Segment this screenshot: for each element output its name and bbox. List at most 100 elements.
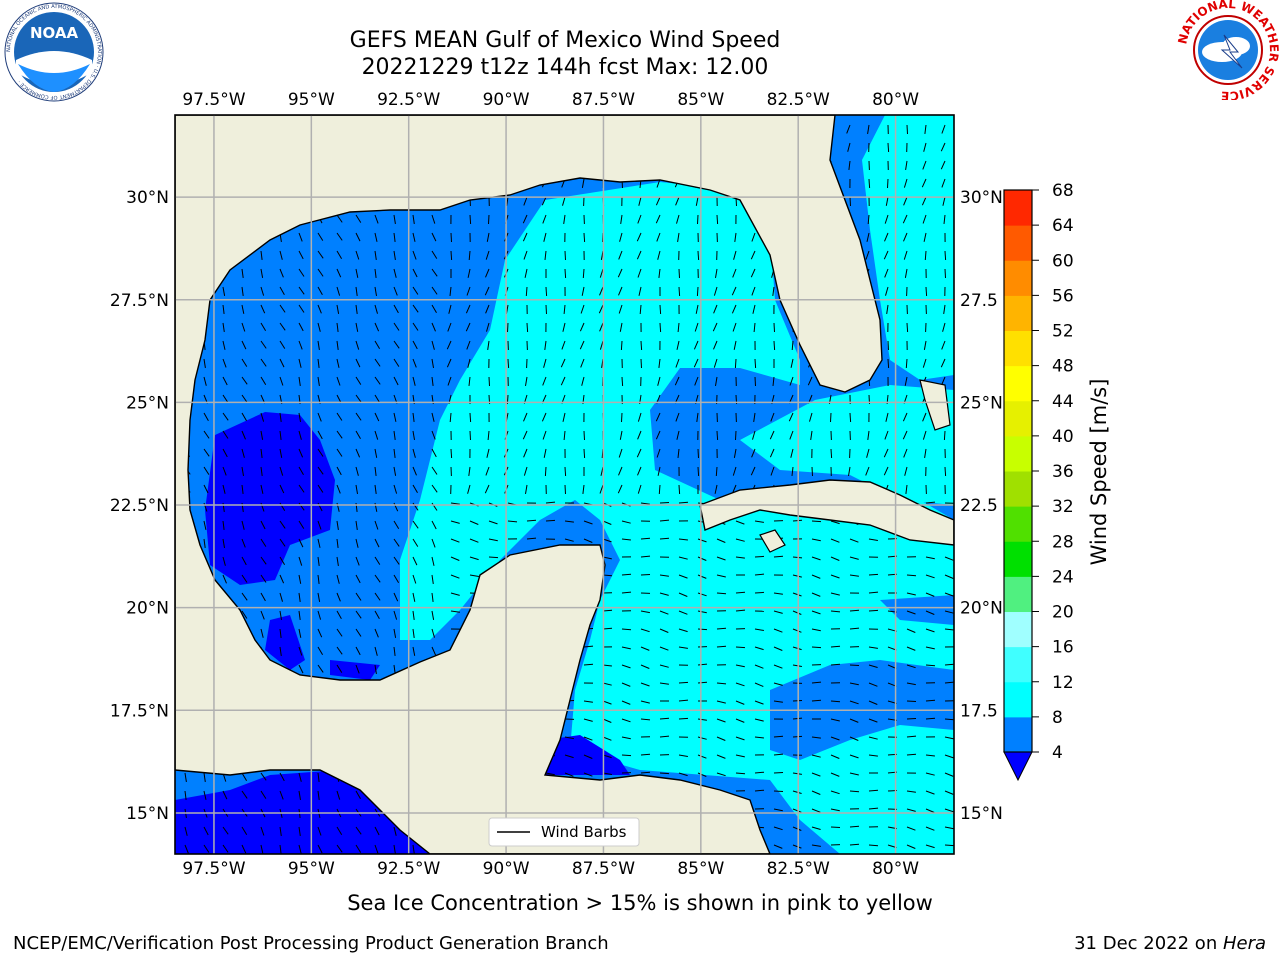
wind-barb	[640, 682, 650, 687]
legend: Wind Barbs	[488, 817, 640, 847]
wind-barb	[640, 340, 643, 351]
wind-barb	[279, 610, 282, 620]
wind-barb	[374, 844, 379, 854]
wind-barb	[222, 520, 225, 530]
wind-barb	[374, 214, 379, 224]
wind-barb	[564, 484, 566, 495]
wind-barb	[544, 340, 547, 350]
wind-barb	[336, 340, 339, 350]
wind-barb	[412, 448, 416, 458]
wind-barb	[431, 430, 436, 440]
wind-barb	[925, 286, 928, 297]
wind-barb	[735, 736, 745, 741]
wind-barb	[941, 178, 946, 188]
wind-barb	[260, 358, 267, 367]
wind-barb	[656, 448, 661, 458]
wind-barb	[790, 358, 794, 368]
wind-barb	[298, 412, 301, 422]
wind-barb	[317, 844, 323, 854]
wind-barb	[374, 556, 381, 565]
wind-barb	[279, 286, 285, 296]
wind-barb	[732, 466, 737, 476]
wind-barb	[241, 574, 248, 583]
wind-barb	[678, 501, 689, 504]
wind-barb	[657, 466, 661, 476]
wind-barb	[678, 717, 689, 720]
wind-barb	[906, 646, 916, 651]
wind-barb	[678, 484, 681, 495]
wind-barb	[543, 448, 547, 458]
wind-barb	[733, 250, 737, 260]
wind-barb	[469, 412, 472, 423]
wind-barb	[693, 340, 699, 350]
wind-barb	[830, 826, 841, 828]
wind-barb	[713, 286, 718, 296]
wind-barb	[336, 232, 343, 241]
colorbar-tick-label-52: 52	[1052, 322, 1074, 342]
wind-barb	[260, 790, 267, 799]
wind-barb	[431, 592, 434, 602]
wind-barb	[925, 826, 935, 831]
wind-barb	[621, 591, 632, 594]
wind-barb	[811, 538, 821, 542]
wind-barb	[374, 394, 381, 403]
wind-barb	[298, 574, 302, 584]
wind-barb	[564, 772, 574, 777]
wind-barb	[393, 592, 399, 602]
wind-barb	[925, 754, 935, 757]
wind-barb	[868, 844, 879, 847]
wind-barb	[618, 466, 623, 476]
wind-barb	[583, 700, 593, 703]
colorbar-tick-label-24: 24	[1052, 567, 1074, 587]
wind-barb	[621, 718, 631, 723]
wind-barb	[731, 286, 737, 296]
wind-barb	[944, 556, 954, 561]
wind-barb	[906, 808, 916, 812]
wind-barb	[583, 663, 594, 666]
wind-barb	[659, 664, 669, 668]
wind-barb	[753, 412, 756, 422]
wind-barb	[640, 574, 651, 576]
wind-barb	[488, 556, 499, 559]
wind-barb	[636, 232, 642, 242]
wind-barb	[467, 358, 471, 368]
wind-barb	[713, 304, 718, 314]
wind-barb	[867, 430, 870, 440]
lat-tick-right-3: 22.5	[960, 496, 998, 516]
wind-barb	[260, 304, 266, 314]
wind-barb	[676, 214, 680, 224]
wind-barb	[678, 628, 688, 633]
wind-barb	[336, 664, 343, 673]
wind-barb	[944, 826, 954, 830]
wind-barb	[317, 286, 323, 296]
wind-barb	[640, 610, 650, 614]
wind-barb	[317, 610, 322, 620]
wind-barb	[866, 448, 870, 458]
wind-barb	[678, 772, 688, 777]
wind-barb	[524, 268, 528, 278]
colorbar-tick-label-20: 20	[1052, 603, 1074, 623]
wind-barb	[659, 322, 662, 333]
wind-barb	[659, 574, 669, 577]
wind-barb	[602, 538, 612, 543]
wind-barb	[260, 250, 263, 260]
wind-barb	[773, 844, 783, 849]
wind-barb	[260, 556, 267, 565]
wind-barb	[317, 520, 322, 530]
wind-barb	[222, 394, 229, 403]
wind-barb	[355, 322, 359, 332]
wind-barb	[583, 754, 593, 759]
wind-barb	[618, 448, 623, 458]
wind-barb	[393, 556, 400, 565]
wind-barb	[906, 718, 917, 720]
wind-barb	[735, 538, 745, 542]
wind-barb	[830, 808, 840, 812]
wind-barb	[298, 610, 301, 620]
wind-barb	[241, 484, 244, 494]
wind-barb	[659, 628, 669, 633]
wind-barb	[735, 664, 745, 668]
wind-barb	[298, 268, 305, 277]
colorbar-bin-44	[1004, 365, 1032, 402]
wind-barb	[846, 124, 851, 134]
wind-barb	[811, 736, 821, 739]
